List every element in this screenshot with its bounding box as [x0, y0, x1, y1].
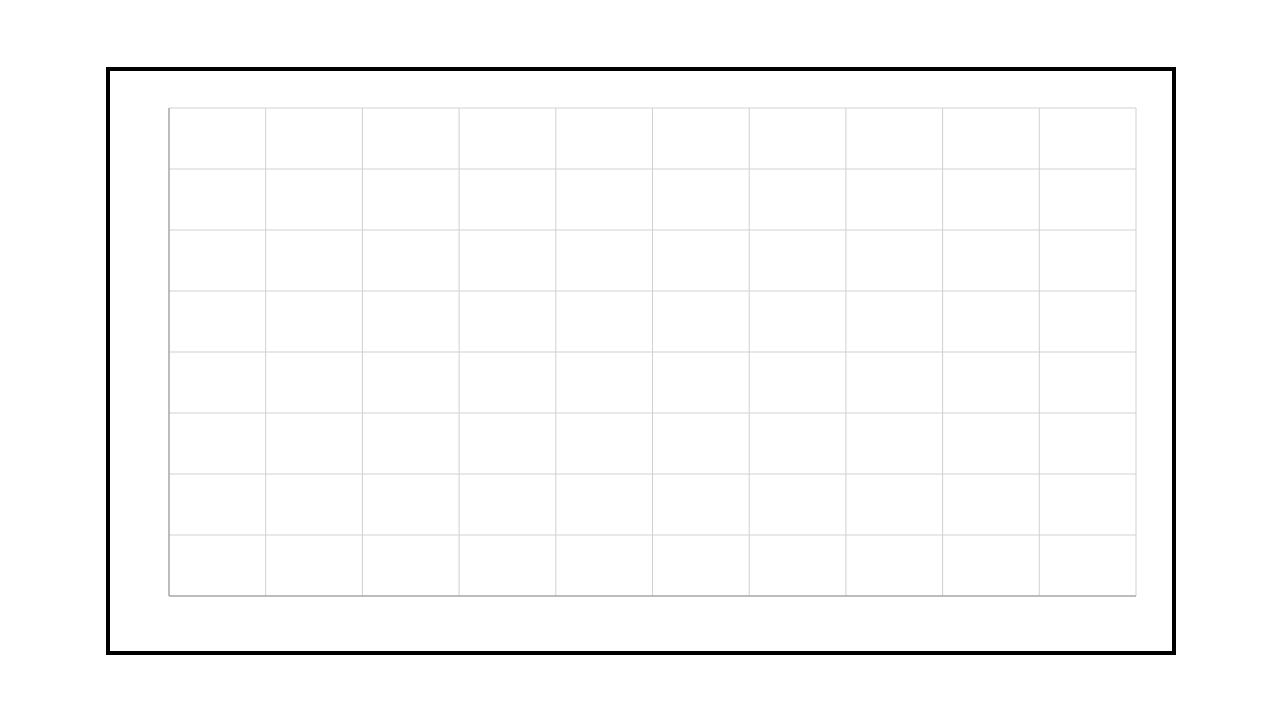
horizontal-gridlines	[169, 107, 1136, 536]
chart-frame	[106, 67, 1176, 655]
